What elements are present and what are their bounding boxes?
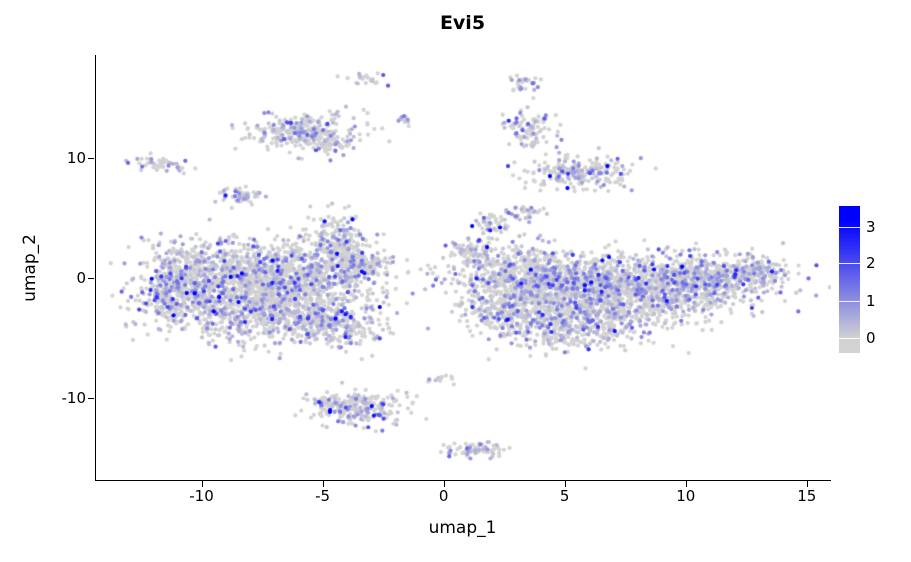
y-axis-tick-mark: [88, 398, 94, 400]
x-tick-label: -10: [189, 487, 214, 505]
legend-tick-label: 2: [866, 254, 876, 273]
legend-tick-line: [839, 263, 860, 264]
legend-tick-label: 3: [866, 217, 876, 236]
x-tick-label: 15: [797, 487, 817, 505]
x-tick-label: 0: [438, 487, 449, 505]
y-axis-line: [95, 55, 96, 481]
x-axis-tick-mark: [564, 481, 566, 487]
y-axis-title: umap_2: [20, 234, 40, 302]
x-axis-tick-mark: [201, 481, 203, 487]
x-axis-tick-mark: [322, 481, 324, 487]
x-axis-title: umap_1: [428, 518, 497, 538]
x-tick-label: -5: [315, 487, 331, 505]
y-axis-tick-mark: [88, 158, 94, 160]
colorbar-legend: [839, 206, 860, 353]
x-axis-tick-mark: [443, 481, 445, 487]
y-tick-label: 0: [76, 269, 86, 288]
x-axis-line: [95, 480, 831, 481]
x-tick-label: 5: [559, 487, 570, 505]
legend-tick-line: [839, 338, 860, 339]
legend-tick-label: 1: [866, 291, 876, 310]
legend-tick-line: [839, 301, 860, 302]
x-axis-tick-mark: [806, 481, 808, 487]
y-tick-label: -10: [61, 389, 87, 408]
legend-tick-label: 0: [866, 329, 876, 348]
x-axis-tick-mark: [685, 481, 687, 487]
plot-title: Evi5: [439, 12, 486, 34]
legend-tick-line: [839, 227, 860, 228]
y-tick-label: 10: [66, 149, 86, 168]
y-axis-tick-mark: [88, 278, 94, 280]
x-tick-label: 10: [676, 487, 696, 505]
